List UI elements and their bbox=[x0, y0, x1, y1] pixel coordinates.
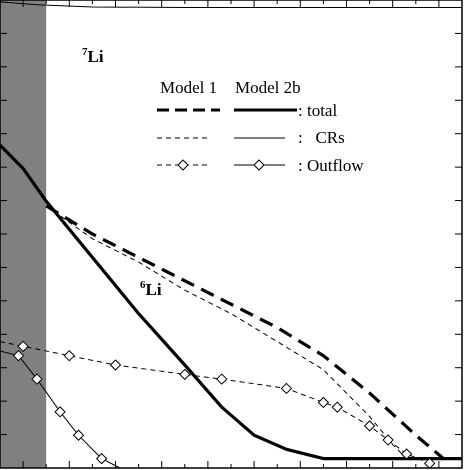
legend-swatch-outflow-model2b-marker bbox=[253, 159, 265, 171]
data-point-outflow-model-1 bbox=[17, 340, 29, 353]
data-point-outflow-model-2b bbox=[95, 452, 108, 465]
marker-layer bbox=[12, 340, 436, 470]
data-point-outflow-model-1 bbox=[331, 401, 343, 413]
data-point-outflow-model-2b bbox=[12, 349, 25, 362]
li6-label: 6Li bbox=[140, 279, 162, 299]
legend-label-outflow: : Outflow bbox=[298, 156, 364, 175]
legend-header-model1: Model 1 bbox=[160, 78, 217, 97]
legend: Model 1 Model 2b : total : CRs : Outflow bbox=[157, 78, 364, 175]
data-point-outflow-model-2b bbox=[31, 373, 43, 385]
data-point-outflow-model-1 bbox=[216, 373, 228, 385]
legend-label-total: : total bbox=[298, 101, 337, 120]
legend-header-model2b: Model 2b bbox=[235, 78, 301, 97]
data-point-outflow-model-2b bbox=[72, 429, 85, 441]
data-point-outflow-model-1 bbox=[400, 448, 413, 460]
shaded-band bbox=[0, 0, 47, 468]
series-line-crs-model-1 bbox=[45, 205, 407, 459]
data-point-outflow-model-1 bbox=[179, 368, 191, 381]
data-point-outflow-model-1 bbox=[63, 349, 76, 362]
data-point-outflow-model-1 bbox=[109, 359, 122, 371]
li7-main: Li bbox=[88, 47, 104, 66]
shaded-band-rect bbox=[0, 0, 47, 468]
data-point-outflow-model-2b bbox=[54, 406, 66, 418]
series-line-total-model-1 bbox=[45, 204, 445, 460]
li6-main: Li bbox=[146, 280, 162, 299]
legend-swatch-outflow-model1-marker bbox=[177, 159, 189, 171]
series-line-total-model-2b bbox=[0, 143, 462, 461]
li7-label: 7Li bbox=[82, 46, 104, 66]
data-point-outflow-model-1 bbox=[363, 420, 376, 432]
series-line-crs-model-2b bbox=[0, 1, 462, 8]
plot-frame bbox=[0, 0, 463, 469]
legend-label-crs: : CRs bbox=[298, 128, 345, 147]
li7-superscript: 7 bbox=[82, 46, 88, 58]
data-point-outflow-model-1 bbox=[280, 382, 293, 395]
li6-superscript: 6 bbox=[140, 279, 146, 291]
data-point-outflow-model-1 bbox=[317, 396, 330, 409]
data-point-outflow-model-1 bbox=[382, 434, 394, 446]
